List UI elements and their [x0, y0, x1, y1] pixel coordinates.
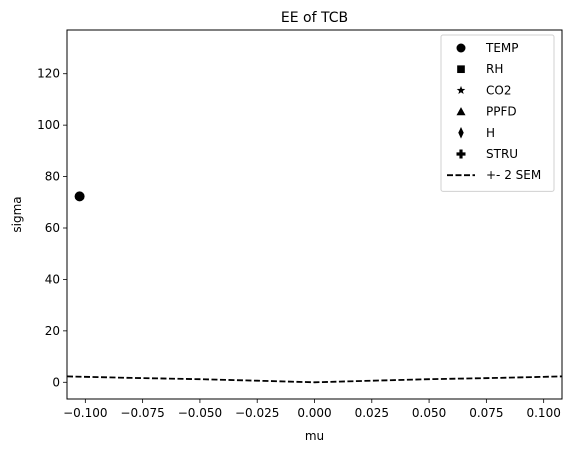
- y-tick-label: 20: [45, 324, 60, 338]
- x-tick-label: 0.025: [355, 406, 389, 420]
- y-axis-label: sigma: [10, 196, 24, 232]
- x-tick-label: 0.050: [412, 406, 446, 420]
- y-tick-label: 120: [37, 67, 60, 81]
- legend-label: H: [486, 126, 495, 140]
- x-tick-label: −0.050: [178, 406, 222, 420]
- rh-legend-marker: [457, 65, 465, 74]
- chart-title: EE of TCB: [281, 10, 348, 26]
- x-tick-label: 0.100: [526, 406, 560, 420]
- legend-label: RH: [486, 62, 503, 76]
- x-tick-label: 0.075: [469, 406, 503, 420]
- h-legend-marker: [458, 126, 464, 139]
- temp-legend-marker: [456, 43, 466, 53]
- plot-area: [66, 191, 563, 384]
- x-tick-label: −0.075: [120, 406, 164, 420]
- legend-label: TEMP: [485, 41, 519, 55]
- x-tick-label: −0.025: [235, 406, 279, 420]
- y-tick-label: 100: [37, 118, 60, 132]
- x-tick-label: 0.000: [297, 406, 331, 420]
- x-axis-label: mu: [305, 429, 324, 443]
- x-axis: −0.100 −0.075 −0.050 −0.025 0.000 0.025 0.050 0…: [63, 399, 561, 420]
- sem-line: [66, 375, 563, 384]
- legend-box: [440, 34, 555, 192]
- legend-label: CO2: [486, 83, 511, 97]
- y-axis: 0 20 40 60 80 100 120: [37, 67, 67, 389]
- x-tick-label: −0.100: [63, 406, 107, 420]
- y-tick-label: 40: [45, 272, 60, 286]
- ppfd-legend-marker: [456, 107, 466, 116]
- plot-frame: [66, 29, 563, 400]
- temp-point: [74, 191, 85, 202]
- co2-legend-marker: [456, 85, 466, 95]
- legend: TEMP RH CO2 PPFD H STRU +- 2 SEM: [440, 34, 555, 192]
- legend-label: STRU: [486, 147, 518, 161]
- y-tick-label: 0: [52, 375, 60, 389]
- y-tick-label: 80: [45, 170, 60, 184]
- legend-label: +- 2 SEM: [486, 168, 541, 182]
- y-tick-label: 60: [45, 221, 60, 235]
- legend-label: PPFD: [486, 105, 517, 119]
- stru-legend-marker: [456, 149, 466, 159]
